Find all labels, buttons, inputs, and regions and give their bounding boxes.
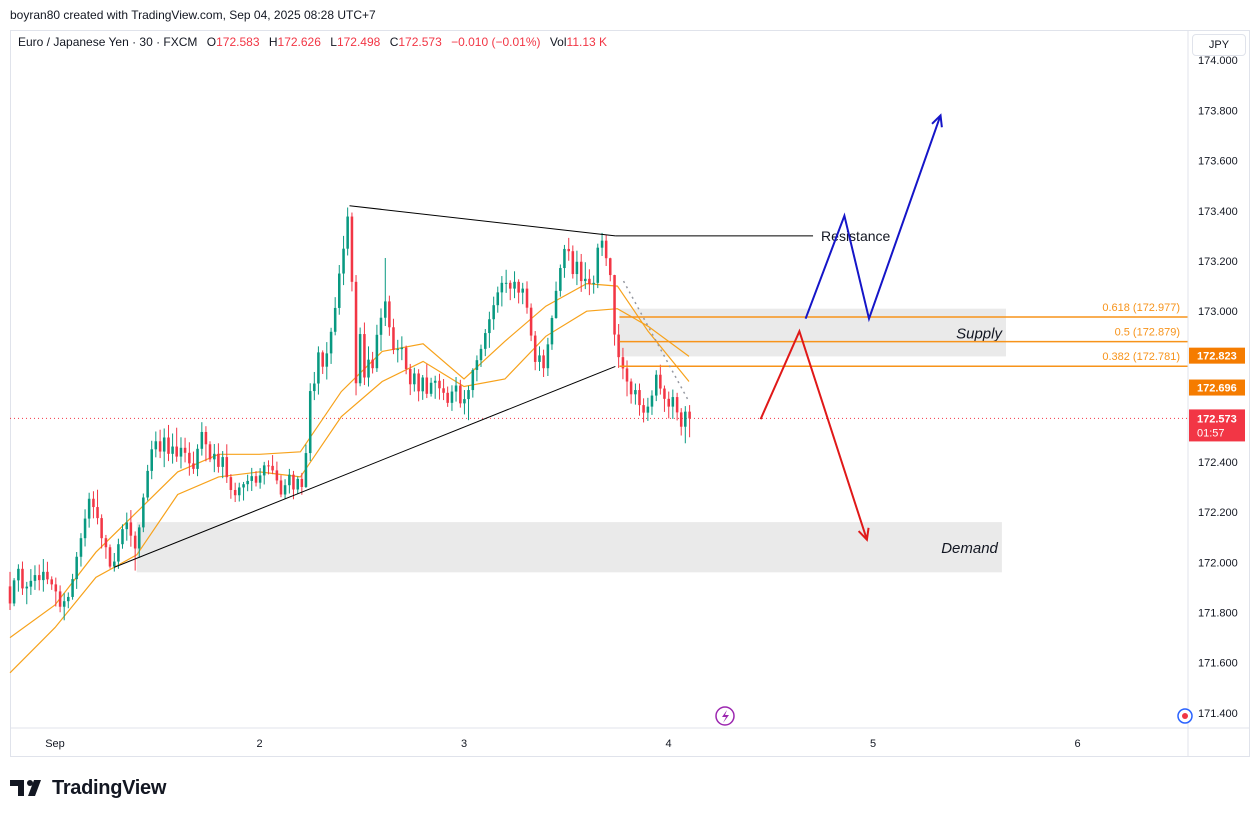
low-label: L [330, 35, 337, 49]
symbol-name[interactable]: Euro / Japanese Yen · 30 · FXCM [18, 35, 198, 49]
low-value: 172.498 [336, 35, 381, 49]
open-value: 172.583 [216, 35, 260, 49]
tradingview-logo-text: TradingView [52, 776, 167, 799]
volume-value: 11.13 K [566, 35, 608, 49]
volume-label: Vol [549, 35, 567, 49]
high-value: 172.626 [277, 35, 321, 49]
high-label: H [268, 35, 278, 49]
symbol-legend: Euro / Japanese Yen · 30 · FXCM O172.583… [18, 35, 607, 49]
currency-button[interactable]: JPY [1192, 34, 1246, 56]
close-value: 172.573 [398, 35, 442, 49]
tradingview-logo[interactable]: TradingView [10, 776, 166, 800]
tradingview-logo-icon [10, 780, 41, 796]
close-label: C [389, 35, 399, 49]
chart-frame[interactable] [10, 30, 1250, 757]
chart-credit: boyran80 created with TradingView.com, S… [10, 8, 376, 22]
change-value: −0.010 (−0.01%) [451, 35, 541, 49]
open-label: O [206, 35, 217, 49]
